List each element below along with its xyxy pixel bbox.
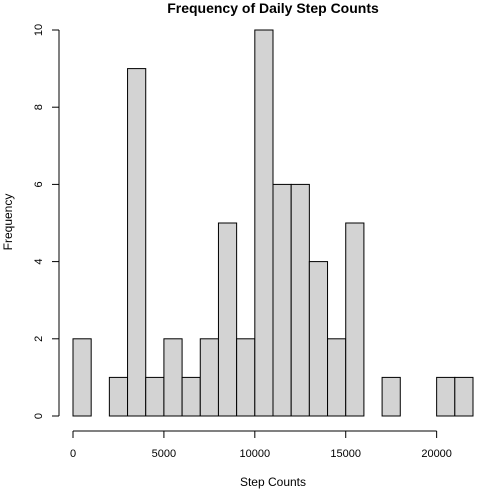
y-tick-label-3: 6 <box>33 181 45 187</box>
histogram-bar-6 <box>181 376 201 417</box>
chart-title: Frequency of Daily Step Counts <box>167 0 379 16</box>
x-axis: 0 5000 10000 15000 20000 <box>70 430 452 460</box>
histogram-bar-3 <box>127 68 147 417</box>
y-axis: 0 2 4 6 8 10 <box>33 24 60 419</box>
histogram-bar-17 <box>381 376 401 417</box>
x-tick-label-3: 15000 <box>330 448 361 460</box>
x-axis-label: Step Counts <box>240 475 306 489</box>
x-tick-label-0: 0 <box>70 448 76 460</box>
histogram-bar-4 <box>145 376 165 417</box>
y-tick-label-0: 0 <box>33 413 45 419</box>
histogram-bar-11 <box>272 183 292 417</box>
histogram-bar-9 <box>236 338 256 417</box>
y-tick-label-5: 10 <box>33 24 45 36</box>
histogram-bar-10 <box>254 29 274 417</box>
histogram-bar-13 <box>308 261 329 417</box>
bars-group <box>72 29 474 417</box>
histogram-bar-5 <box>163 338 183 417</box>
x-tick-label-1: 5000 <box>152 448 176 460</box>
histogram-bar-20 <box>436 376 456 417</box>
histogram-bar-14 <box>327 338 347 417</box>
y-tick-label-4: 8 <box>33 104 45 110</box>
histogram-bar-15 <box>345 222 365 417</box>
histogram-bar-2 <box>108 376 129 417</box>
y-tick-label-1: 2 <box>33 336 45 342</box>
histogram-bar-7 <box>199 338 219 417</box>
histogram-bar-0 <box>72 338 92 417</box>
x-tick-label-4: 20000 <box>421 448 452 460</box>
y-tick-label-2: 4 <box>33 259 45 265</box>
histogram-bar-8 <box>217 222 238 417</box>
histogram-bar-12 <box>290 183 310 417</box>
y-axis-label: Frequency <box>1 194 15 251</box>
histogram-bar-21 <box>454 376 474 417</box>
x-tick-label-2: 10000 <box>240 448 271 460</box>
